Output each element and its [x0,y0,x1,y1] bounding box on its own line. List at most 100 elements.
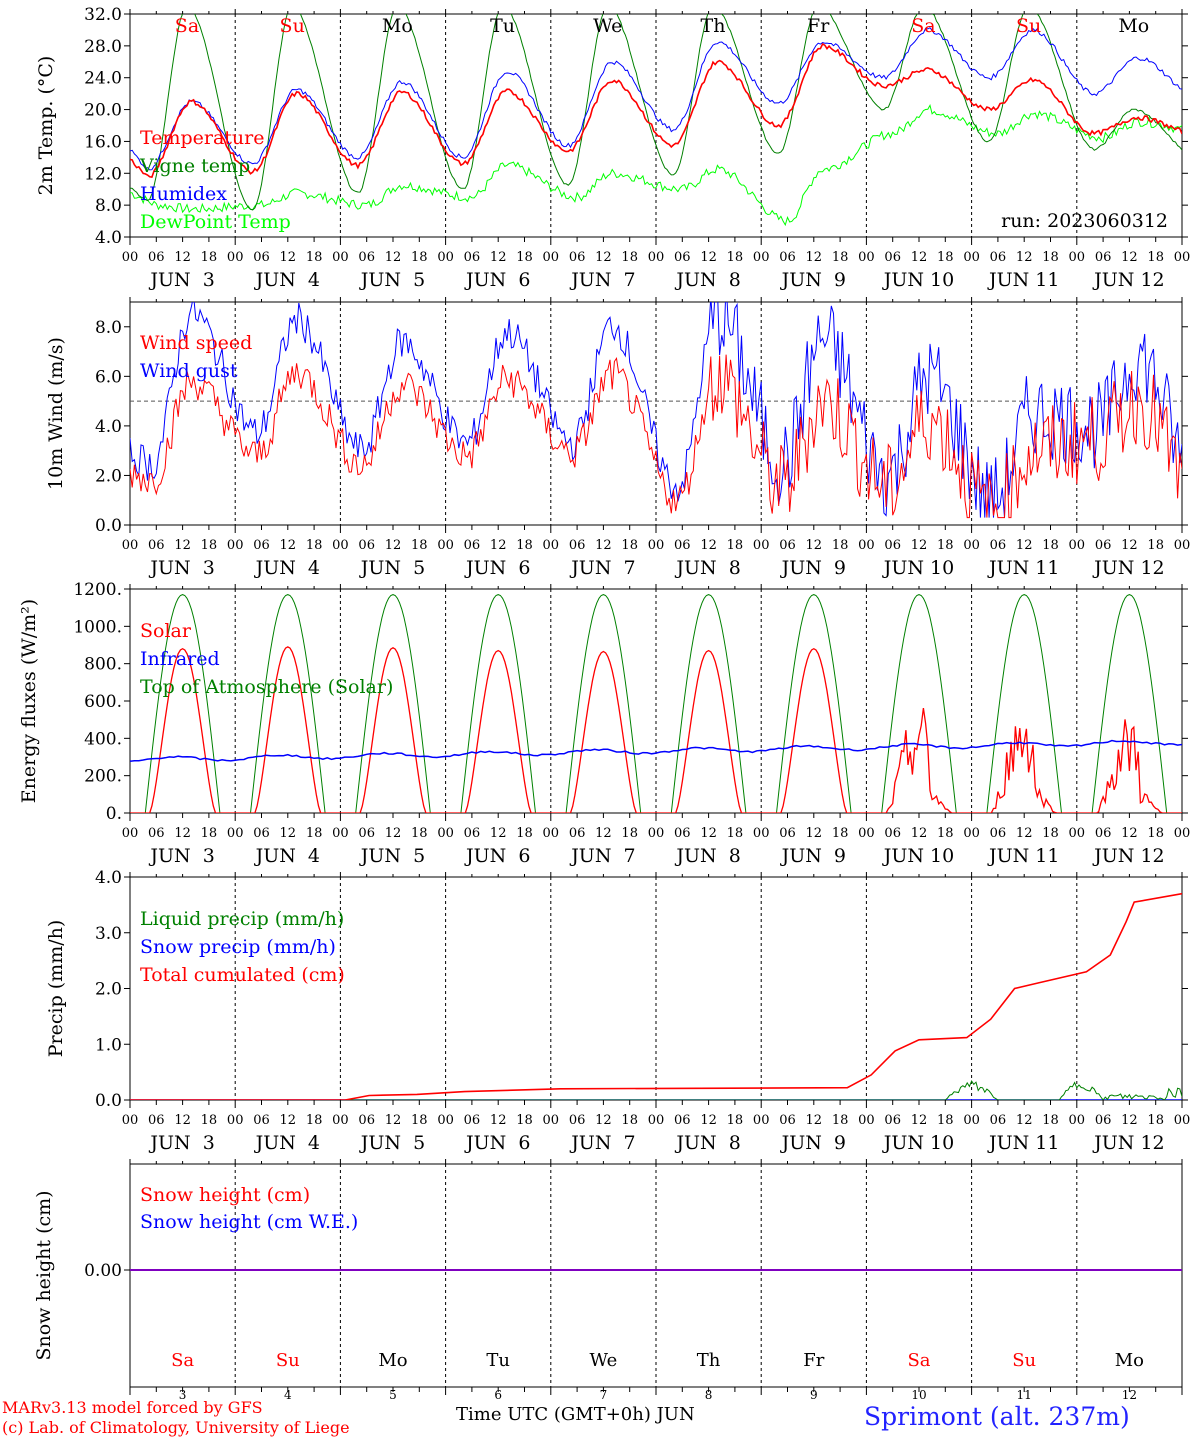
y-tick-label: 32.0 [84,5,122,25]
weekday-label-bottom: Su [276,1350,300,1371]
y-tick-label: 12.0 [84,164,122,184]
x-hour-label: 12 [280,250,297,265]
x-hour-label: 12 [806,1113,823,1128]
x-date-label: JUN 7 [569,845,635,867]
x-hour-label: 18 [727,538,744,553]
x-hour-label: 18 [411,538,428,553]
x-hour-label: 12 [490,1113,507,1128]
day-number-label: 3 [179,1388,187,1402]
x-hour-label: 18 [727,250,744,265]
x-hour-label: 00 [332,538,349,553]
x-hour-label: 06 [884,1113,901,1128]
weekday-label: Th [701,15,726,37]
y-tick-label: 3.0 [95,924,122,944]
x-hour-label: 18 [937,250,954,265]
y-tick-label: 0. [106,804,122,824]
y-axis-title: Snow height (cm) [33,1190,55,1360]
x-hour-label: 06 [569,826,586,841]
x-hour-label: 06 [990,1113,1007,1128]
temp-series-group [130,14,1182,227]
x-date-label: JUN 4 [254,845,320,867]
legend-entry: Snow height (cm) [140,1184,310,1206]
x-hour-label: 12 [385,1113,402,1128]
legend-entry: Total cumulated (cm) [140,964,345,986]
x-date-label: JUN 3 [148,845,214,867]
x-date-label: JUN 11 [987,557,1059,579]
x-hour-label: 06 [358,826,375,841]
series-line-vigne-temp [130,14,1182,211]
x-hour-label: 06 [674,538,691,553]
x-date-label: JUN 8 [674,1132,740,1154]
series-line-temperature [130,42,1182,178]
x-date-label: JUN 7 [569,269,635,291]
x-hour-label: 12 [700,250,717,265]
x-hour-label: 12 [1121,826,1138,841]
y-tick-label: 20.0 [84,101,122,121]
weekday-label: We [593,15,622,37]
y-tick-label: 1.0 [95,1035,122,1055]
x-hour-label: 00 [648,826,665,841]
x-hour-label: 18 [832,1113,849,1128]
x-hour-label: 00 [753,1113,770,1128]
x-hour-label: 06 [779,538,796,553]
x-hour-label: 18 [306,826,323,841]
weekday-label-bottom: Mo [1115,1350,1144,1371]
x-date-label: JUN 9 [780,845,846,867]
x-hour-label: 00 [227,826,244,841]
x-hour-label: 06 [253,538,270,553]
y-tick-label: 4.0 [95,417,122,437]
x-hour-label: 18 [1042,250,1059,265]
x-hour-label: 00 [1174,826,1191,841]
x-hour-label: 06 [1095,250,1112,265]
y-tick-label: 8.0 [95,318,122,338]
legend-entry: Wind gust [140,360,238,382]
precip-series-group [130,892,1182,1100]
x-hour-label: 00 [437,250,454,265]
x-date-label: JUN 12 [1092,845,1164,867]
x-hour-label: 06 [990,538,1007,553]
x-hour-label: 12 [911,1113,928,1128]
y-axis-title: 10m Wind (m/s) [45,337,67,490]
x-hour-label: 00 [963,538,980,553]
x-date-label: JUN 5 [359,557,425,579]
x-hour-label: 00 [332,826,349,841]
x-hour-label: 06 [253,250,270,265]
legend-entry: DewPoint Temp [140,211,291,233]
x-hour-label: 06 [779,250,796,265]
x-date-label: JUN 12 [1092,1132,1164,1154]
x-date-label: JUN 4 [254,269,320,291]
day-number-label: 7 [600,1388,608,1402]
series-line-wind-speed [130,354,1182,519]
x-hour-label: 00 [858,250,875,265]
x-date-label: JUN 8 [674,845,740,867]
x-hour-label: 00 [1069,826,1086,841]
x-hour-label: 12 [174,250,191,265]
x-date-label: JUN 3 [148,1132,214,1154]
x-hour-label: 06 [148,250,165,265]
x-hour-label: 00 [122,1113,139,1128]
x-hour-label: 12 [385,538,402,553]
x-hour-label: 18 [832,250,849,265]
series-line-humidex [130,27,1182,171]
weekday-label-bottom: Sa [907,1350,930,1371]
y-tick-label: 8.0 [95,196,122,216]
x-hour-label: 06 [148,1113,165,1128]
x-hour-label: 18 [727,826,744,841]
x-hour-label: 06 [674,250,691,265]
x-hour-label: 06 [779,1113,796,1128]
x-hour-label: 00 [963,826,980,841]
weekday-label: Su [1016,15,1041,37]
x-hour-label: 00 [1174,250,1191,265]
station-name: Sprimont (alt. 237m) [864,1402,1130,1431]
x-hour-label: 00 [437,1113,454,1128]
x-hour-label: 18 [1147,826,1164,841]
x-hour-label: 00 [858,826,875,841]
x-hour-label: 18 [411,1113,428,1128]
x-hour-label: 18 [306,250,323,265]
x-hour-label: 12 [1121,250,1138,265]
x-hour-label: 18 [937,826,954,841]
panel-frame [129,301,1183,526]
x-hour-label: 06 [1095,1113,1112,1128]
legend-entry: Snow precip (mm/h) [140,936,336,958]
x-hour-label: 18 [306,538,323,553]
